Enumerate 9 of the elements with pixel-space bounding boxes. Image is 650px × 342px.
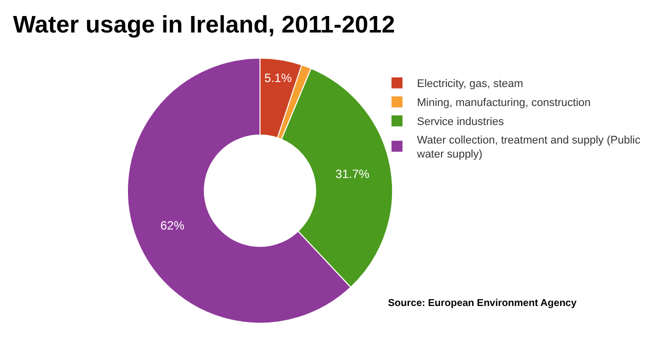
- legend-label: Water collection, treatment and supply (Public water supply): [416, 134, 641, 161]
- data-label: 62%: [160, 218, 185, 232]
- legend-label: Service industries: [417, 116, 504, 128]
- source-note: Source: European Environment Agency: [388, 298, 577, 309]
- chart-title: Water usage in Ireland, 2011-2012: [13, 11, 395, 38]
- data-label: 31.7%: [335, 166, 370, 181]
- legend-label: Mining, manufacturing, construction: [417, 97, 591, 110]
- legend-label: Electricity, gas, steam: [417, 78, 524, 90]
- data-label: 5.1%: [264, 70, 292, 85]
